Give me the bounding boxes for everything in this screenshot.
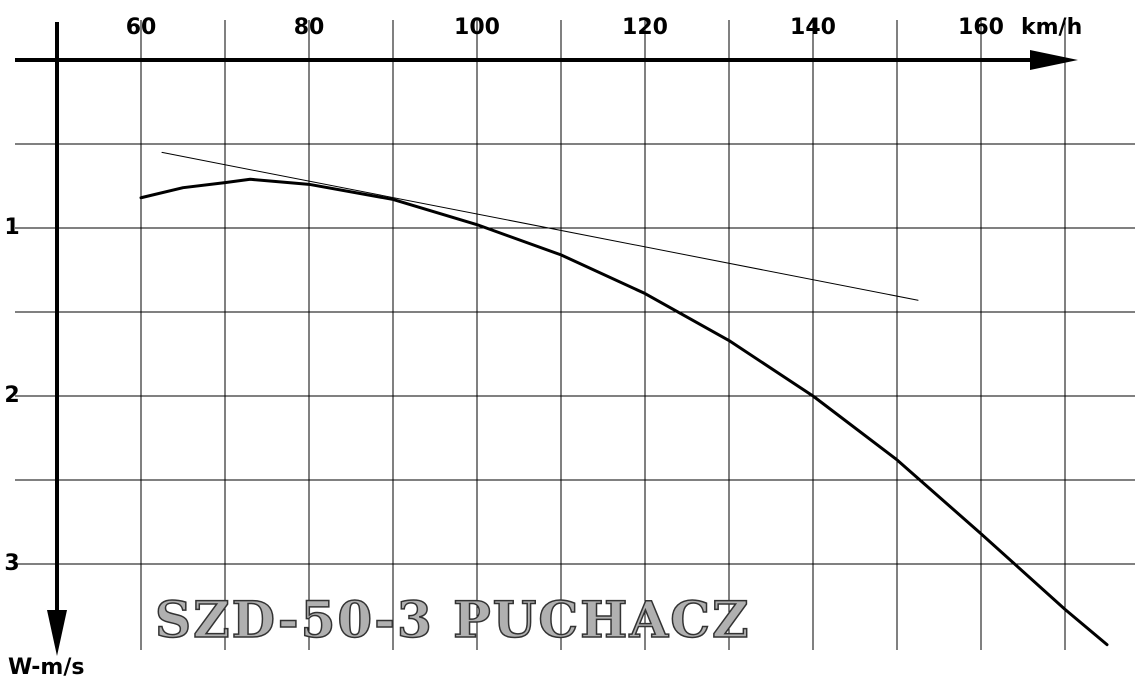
y-axis-label: W-m/s bbox=[8, 655, 84, 680]
x-tick-label: 120 bbox=[622, 15, 668, 40]
series-line bbox=[161, 151, 919, 301]
y-axis-arrow bbox=[47, 610, 67, 656]
y-tick-label: 1 bbox=[4, 215, 19, 240]
series-line bbox=[139, 177, 1109, 647]
chart-title: SZD-50-3 PUCHACZ bbox=[155, 590, 751, 649]
y-tick-label: 3 bbox=[4, 551, 19, 576]
x-tick-label: 80 bbox=[294, 15, 325, 40]
x-axis-arrow bbox=[1030, 50, 1078, 70]
x-tick-label: 160 bbox=[958, 15, 1004, 40]
x-tick-label: 60 bbox=[126, 15, 157, 40]
x-tick-label: 100 bbox=[454, 15, 500, 40]
x-tick-label: 140 bbox=[790, 15, 836, 40]
x-axis-label: km/h bbox=[1021, 15, 1082, 40]
grid bbox=[15, 20, 1135, 650]
y-tick-label: 2 bbox=[4, 383, 19, 408]
